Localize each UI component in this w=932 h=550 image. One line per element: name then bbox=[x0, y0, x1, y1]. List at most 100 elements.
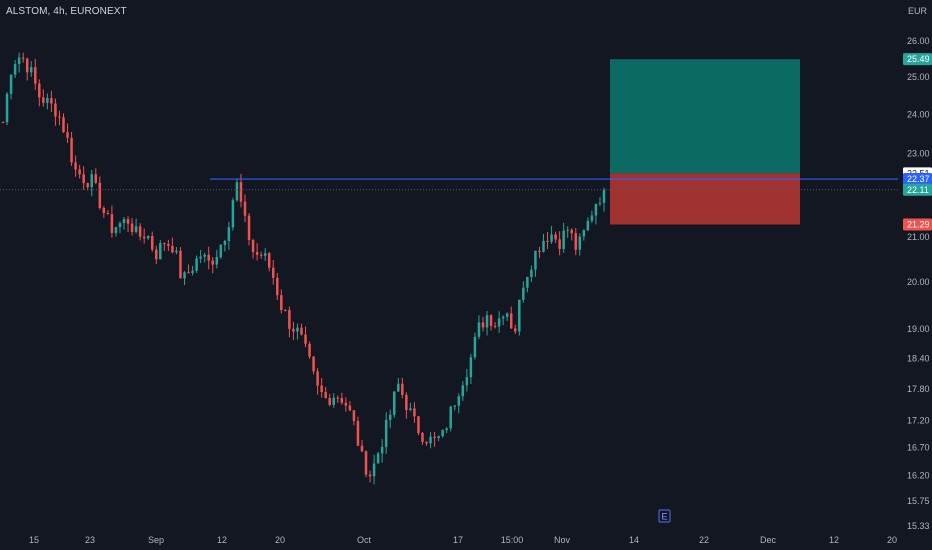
candle bbox=[509, 306, 513, 329]
candle-body bbox=[522, 287, 525, 300]
candle bbox=[344, 397, 348, 412]
price-badge-label: 21.29 bbox=[907, 219, 930, 229]
candle-body bbox=[360, 445, 364, 452]
candle bbox=[110, 205, 114, 238]
candle bbox=[78, 164, 81, 179]
candle-body bbox=[142, 236, 146, 239]
candle bbox=[191, 265, 194, 276]
candle bbox=[114, 226, 118, 237]
candle bbox=[505, 312, 509, 322]
candle-body bbox=[336, 397, 340, 399]
time-tick-label: Dec bbox=[760, 535, 777, 545]
candle bbox=[179, 247, 182, 279]
candle-body bbox=[501, 316, 505, 319]
candle-body bbox=[421, 432, 424, 442]
candle-body bbox=[586, 220, 590, 231]
candle bbox=[163, 242, 166, 251]
time-tick-label: 23 bbox=[85, 535, 95, 545]
candle-body bbox=[477, 322, 481, 337]
candle-body bbox=[562, 230, 565, 249]
currency-label: EUR bbox=[908, 6, 928, 16]
candle-body bbox=[195, 258, 198, 271]
stop-zone[interactable] bbox=[610, 173, 800, 225]
candle-body bbox=[284, 309, 287, 311]
candle bbox=[255, 243, 259, 261]
candle-body bbox=[344, 402, 348, 406]
candle-body bbox=[380, 446, 384, 454]
candle-body bbox=[433, 436, 436, 439]
time-tick-label: Nov bbox=[554, 535, 571, 545]
price-tick-label: 17.20 bbox=[907, 415, 930, 425]
candle bbox=[150, 231, 154, 252]
candle bbox=[332, 393, 336, 408]
candle-body bbox=[485, 315, 489, 328]
candle bbox=[417, 416, 420, 436]
price-badge-bg bbox=[903, 53, 932, 66]
candle bbox=[445, 427, 448, 434]
candle-body bbox=[215, 257, 219, 265]
candle bbox=[74, 155, 77, 177]
candle-body bbox=[461, 385, 465, 397]
candle bbox=[481, 316, 485, 332]
candle bbox=[203, 252, 206, 263]
candle-body bbox=[62, 117, 65, 133]
candle-body bbox=[29, 67, 33, 73]
candle bbox=[409, 402, 412, 412]
candle-body bbox=[437, 436, 440, 439]
candle bbox=[526, 276, 529, 293]
candle bbox=[98, 176, 102, 210]
candle bbox=[175, 247, 178, 255]
time-tick-label: 15:00 bbox=[501, 535, 524, 545]
candle bbox=[308, 341, 311, 359]
candle bbox=[235, 179, 239, 202]
candle-body bbox=[9, 74, 13, 94]
candle bbox=[320, 378, 323, 398]
price-tick-label: 24.00 bbox=[907, 109, 930, 119]
time-tick-label: Sep bbox=[148, 535, 164, 545]
candle-body bbox=[223, 241, 227, 245]
time-tick-label: 20 bbox=[887, 535, 897, 545]
candle-body bbox=[340, 398, 344, 403]
candle bbox=[348, 401, 352, 412]
candle-body bbox=[409, 408, 412, 410]
candle-body bbox=[183, 272, 186, 279]
candle-body bbox=[376, 453, 380, 464]
price-tick-label: 18.40 bbox=[907, 353, 930, 363]
candle-body bbox=[534, 250, 537, 270]
earnings-marker[interactable]: E bbox=[658, 509, 671, 523]
candle-body bbox=[594, 203, 598, 216]
candle bbox=[296, 323, 299, 340]
candle bbox=[34, 58, 37, 90]
symbol-legend[interactable]: ALSTOM, 4h, EURONEXT bbox=[6, 6, 127, 17]
candle bbox=[441, 429, 444, 438]
candle-body bbox=[231, 200, 235, 228]
candle bbox=[356, 416, 360, 446]
candle bbox=[364, 450, 368, 478]
candle-body bbox=[150, 236, 154, 250]
candle-body bbox=[235, 182, 239, 201]
candle-body bbox=[566, 229, 569, 231]
candle bbox=[62, 113, 65, 133]
candle-body bbox=[163, 243, 166, 245]
candle-body bbox=[203, 254, 206, 257]
candle-body bbox=[304, 334, 307, 344]
candle-body bbox=[393, 391, 396, 415]
candle bbox=[9, 74, 13, 100]
candle bbox=[602, 187, 606, 212]
target-zone[interactable] bbox=[610, 59, 800, 174]
candle-body bbox=[542, 240, 545, 252]
candle bbox=[25, 57, 29, 81]
candles bbox=[1, 52, 606, 485]
candle-body bbox=[159, 243, 162, 260]
candle-body bbox=[413, 408, 416, 417]
candle-body bbox=[146, 236, 150, 239]
candle-body bbox=[86, 183, 89, 188]
candle bbox=[304, 326, 307, 348]
candle-body bbox=[469, 357, 473, 378]
candle bbox=[405, 392, 408, 419]
candle-body bbox=[50, 98, 53, 104]
candle-body bbox=[58, 116, 61, 118]
candle bbox=[17, 52, 21, 73]
candle-body bbox=[401, 383, 404, 395]
